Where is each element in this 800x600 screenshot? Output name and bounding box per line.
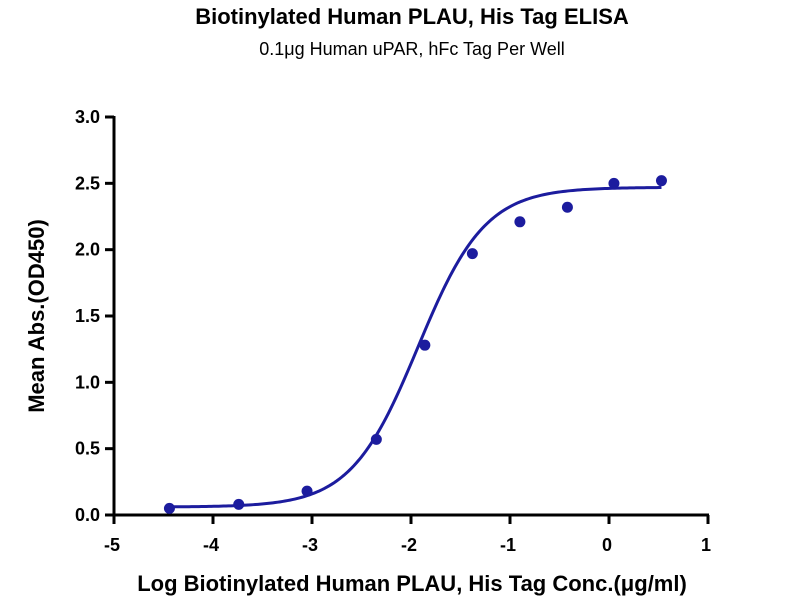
data-point — [608, 177, 620, 189]
y-tick-label: 1.0 — [75, 372, 100, 392]
data-point — [561, 201, 573, 213]
x-tick-label: -1 — [500, 535, 516, 555]
y-axis-label: Mean Abs.(OD450) — [24, 219, 49, 413]
x-tick-label: -4 — [203, 535, 219, 555]
y-tick-label: 0.5 — [75, 439, 100, 459]
data-point — [233, 498, 245, 510]
y-tick-label: 3.0 — [75, 107, 100, 127]
y-tick-label: 2.5 — [75, 173, 100, 193]
x-tick-label: 1 — [701, 535, 711, 555]
x-tick-label: -3 — [302, 535, 318, 555]
data-points — [163, 175, 667, 514]
y-tick-label: 2.0 — [75, 240, 100, 260]
x-axis-label: Log Biotinylated Human PLAU, His Tag Con… — [137, 571, 687, 596]
y-ticks: 0.0 0.5 1.0 1.5 2.0 2.5 3.0 — [75, 107, 114, 525]
data-point — [514, 216, 526, 228]
data-point — [655, 175, 667, 187]
y-tick-label: 1.5 — [75, 306, 100, 326]
x-tick-label: -2 — [401, 535, 417, 555]
fit-curve — [169, 186, 662, 509]
x-tick-label: 0 — [602, 535, 612, 555]
x-ticks: -5 -4 -3 -2 -1 0 1 — [104, 515, 711, 555]
data-point — [370, 433, 382, 445]
y-tick-label: 0.0 — [75, 505, 100, 525]
chart-subtitle: 0.1μg Human uPAR, hFc Tag Per Well — [259, 39, 565, 59]
x-tick-label: -5 — [104, 535, 120, 555]
data-point — [301, 485, 313, 497]
data-point — [163, 502, 175, 514]
axes — [112, 116, 709, 517]
data-point — [466, 248, 478, 260]
data-point — [419, 339, 431, 351]
chart-title: Biotinylated Human PLAU, His Tag ELISA — [195, 4, 629, 29]
